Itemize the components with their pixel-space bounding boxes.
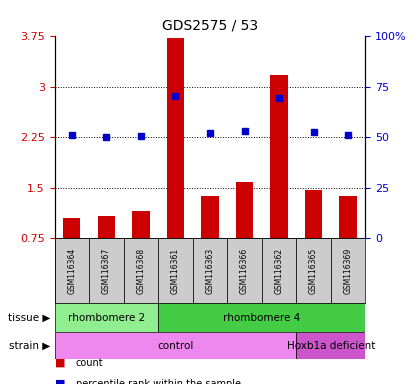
Text: tissue ▶: tissue ▶ <box>8 313 50 323</box>
Text: ■: ■ <box>55 358 65 368</box>
Text: GSM116361: GSM116361 <box>171 248 180 294</box>
Bar <box>55 303 158 332</box>
Bar <box>167 38 184 238</box>
Text: GSM116367: GSM116367 <box>102 248 111 294</box>
Bar <box>123 238 158 303</box>
Text: strain ▶: strain ▶ <box>9 341 50 351</box>
Text: rhombomere 2: rhombomere 2 <box>68 313 145 323</box>
Bar <box>305 190 322 238</box>
Text: GSM116363: GSM116363 <box>205 248 215 294</box>
Text: GDS2575 / 53: GDS2575 / 53 <box>162 19 258 33</box>
Bar <box>158 238 193 303</box>
Bar <box>262 238 297 303</box>
Bar <box>89 238 123 303</box>
Bar <box>297 332 365 359</box>
Bar <box>339 196 357 238</box>
Bar <box>193 238 227 303</box>
Text: GSM116368: GSM116368 <box>136 248 145 294</box>
Text: ■: ■ <box>55 379 65 384</box>
Text: GSM116369: GSM116369 <box>344 248 353 294</box>
Text: GSM116365: GSM116365 <box>309 248 318 294</box>
Bar <box>98 216 115 238</box>
Text: count: count <box>76 358 103 368</box>
Bar <box>158 303 365 332</box>
Text: GSM116366: GSM116366 <box>240 248 249 294</box>
Text: rhombomere 4: rhombomere 4 <box>223 313 300 323</box>
Text: control: control <box>157 341 194 351</box>
Text: Hoxb1a deficient: Hoxb1a deficient <box>287 341 375 351</box>
Text: GSM116364: GSM116364 <box>67 248 76 294</box>
Bar <box>55 332 297 359</box>
Bar <box>63 218 81 238</box>
Text: percentile rank within the sample: percentile rank within the sample <box>76 379 241 384</box>
Text: GSM116362: GSM116362 <box>275 248 284 294</box>
Bar <box>55 238 89 303</box>
Bar <box>297 238 331 303</box>
Bar <box>270 75 288 238</box>
Bar <box>236 182 253 238</box>
Bar <box>132 211 150 238</box>
Bar <box>201 196 219 238</box>
Bar <box>227 238 262 303</box>
Bar <box>331 238 365 303</box>
